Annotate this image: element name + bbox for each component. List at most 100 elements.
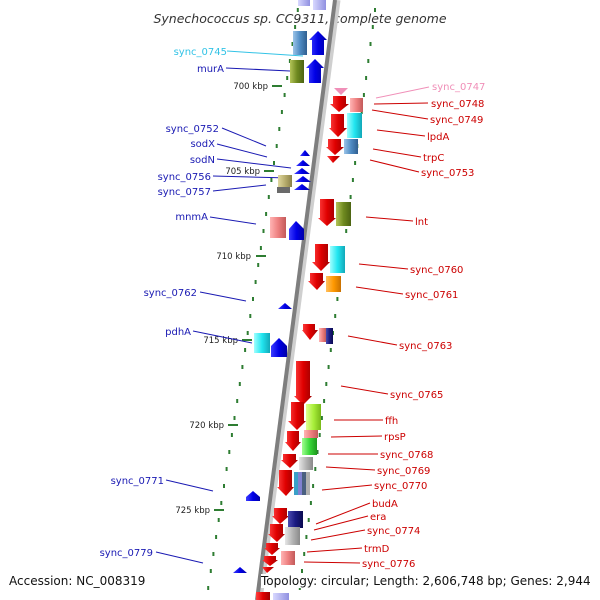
kbp-mark: 715 kbp: [203, 336, 252, 346]
guide-dot: [262, 229, 265, 233]
kbp-mark: 725 kbp: [175, 506, 224, 516]
svg-text:725 kbp: 725 kbp: [175, 506, 210, 516]
guide-dot: [303, 552, 306, 556]
genome-backbone: [255, 0, 337, 600]
gene-label: sync_0765: [390, 390, 443, 401]
gene-arrow: [294, 361, 312, 405]
gene-arrow: [262, 556, 278, 566]
gene-arrow: [264, 543, 280, 555]
gene-block: [319, 328, 326, 342]
gene-label: sync_0769: [377, 466, 430, 477]
gene-arrow: [278, 303, 292, 309]
leader-lines: [155, 50, 430, 564]
guide-dot: [273, 161, 275, 165]
gene-label: rpsP: [384, 432, 406, 443]
gene-block: [330, 246, 345, 273]
guide-dot: [280, 110, 283, 114]
gene-label: ffh: [385, 416, 398, 427]
guide-dot: [278, 127, 281, 131]
gene-arrow: [281, 454, 298, 468]
svg-text:700 kbp: 700 kbp: [233, 82, 268, 92]
guide-dot: [334, 314, 337, 318]
gene-label: sync_0779: [100, 548, 153, 559]
gene-block: [285, 527, 300, 545]
guide-dot: [241, 365, 244, 369]
guide-dot: [249, 314, 252, 318]
guide-dot: [259, 246, 262, 250]
gene-arrow: [296, 160, 310, 166]
gene-label: pdhA: [165, 327, 191, 338]
gene-label: sync_0756: [158, 172, 211, 183]
gene-label: sync_0761: [405, 290, 458, 301]
gene-block: [254, 333, 270, 353]
gene-block: [344, 139, 358, 154]
guide-dot: [374, 8, 376, 12]
gene-block: [326, 328, 333, 344]
gene-label: sync_0757: [158, 187, 211, 198]
gene-arrow: [285, 431, 301, 451]
gene-label: budA: [372, 499, 398, 510]
guide-dot: [246, 331, 249, 335]
gene-arrow: [277, 470, 294, 496]
gene-block: [298, 472, 302, 495]
gene-label: sync_0776: [362, 559, 415, 570]
svg-text:715 kbp: 715 kbp: [203, 336, 238, 346]
gene-block: [293, 31, 307, 55]
left-labels: sync_0745 murA sync_0752 sodX sodN sync_…: [100, 47, 227, 559]
gene-label: era: [370, 512, 386, 523]
gene-label: mnmA: [175, 212, 208, 223]
guide-dot: [323, 399, 326, 403]
gene-arrow: [326, 139, 344, 155]
gene-label: sync_0774: [367, 526, 420, 537]
gene-arrow: [306, 59, 324, 83]
gene-arrow: [294, 184, 310, 190]
gene-arrow: [271, 338, 287, 357]
topology-text: Topology: circular; Length: 2,606,748 bp…: [261, 574, 591, 588]
guide-dot: [329, 348, 332, 352]
gene-arrow: [262, 567, 274, 573]
gene-label: lnt: [415, 217, 428, 228]
guide-dot: [354, 161, 357, 165]
gene-label: sync_0763: [399, 341, 452, 352]
accession-text: Accession: NC_008319: [9, 574, 146, 588]
gene-label: trpC: [423, 153, 444, 164]
gene-label: sync_0752: [166, 124, 219, 135]
gene-arrow: [272, 508, 289, 524]
guide-dot: [307, 518, 310, 522]
gene-block: [299, 457, 313, 470]
gene-block: [336, 202, 351, 226]
guide-dot: [267, 195, 270, 199]
guide-dot: [252, 297, 254, 301]
gene-arrow: [268, 524, 285, 542]
gene-block: [278, 175, 292, 187]
guide-dot: [351, 178, 354, 182]
guide-dot: [367, 59, 370, 63]
guide-dot: [312, 484, 315, 488]
gene-label: sync_0747: [432, 82, 485, 93]
gene-label: sync_0760: [410, 265, 463, 276]
gene-label: sodN: [190, 155, 215, 166]
guide-dot: [291, 42, 294, 46]
strand-guides: [207, 8, 376, 590]
gene-arrow: [327, 156, 340, 163]
gene-block: [347, 113, 362, 138]
gene-block: [304, 430, 318, 438]
guide-dot: [217, 518, 220, 522]
gene-block: [277, 187, 290, 193]
guide-dot: [301, 569, 303, 573]
guide-dot: [294, 25, 297, 29]
gene-block: [302, 438, 317, 455]
gene-block: [306, 404, 321, 430]
kbp-mark: 710 kbp: [216, 252, 266, 262]
svg-text:705 kbp: 705 kbp: [225, 167, 260, 177]
gene-arrow: [289, 221, 304, 240]
guide-dot: [244, 348, 247, 352]
gene-block: [306, 472, 310, 495]
gene-label: murA: [197, 64, 224, 75]
gene-features: [233, 0, 363, 600]
gene-block: [288, 511, 303, 528]
gene-arrow: [295, 176, 311, 182]
guide-dot: [336, 297, 339, 301]
gene-label: sync_0745: [174, 47, 227, 58]
